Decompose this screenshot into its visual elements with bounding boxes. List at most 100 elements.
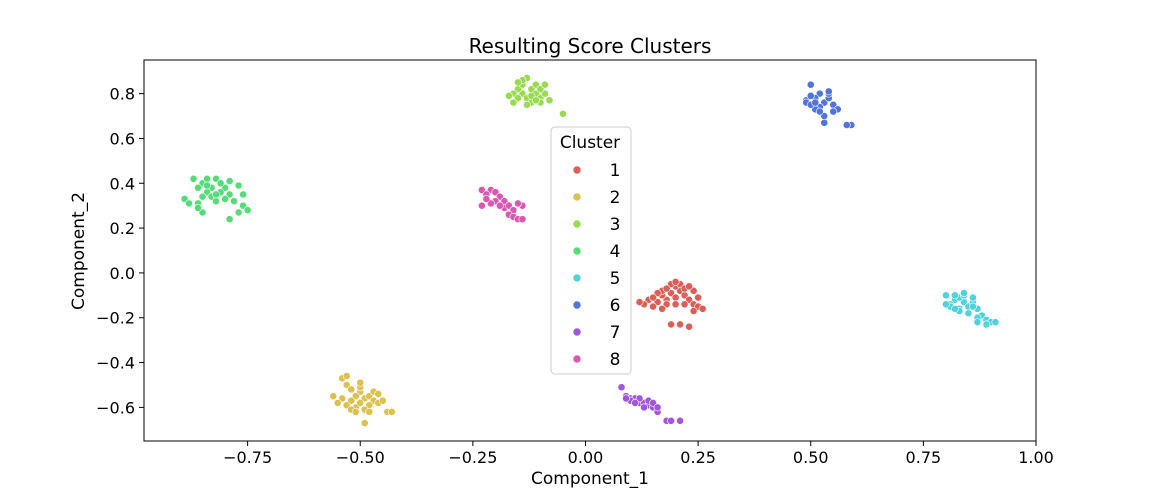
cluster-7-point <box>676 416 685 425</box>
points-layer <box>180 74 1000 427</box>
cluster-3-point <box>532 96 540 105</box>
x-tick-label: 0.00 <box>568 448 604 467</box>
cluster-8-point <box>518 215 527 224</box>
y-tick-label: −0.6 <box>96 398 135 417</box>
cluster-5-point <box>941 300 950 309</box>
cluster-7-point <box>622 394 630 403</box>
cluster-4-point <box>234 181 243 190</box>
cluster-2-point <box>351 407 360 416</box>
cluster-5-point <box>969 302 977 311</box>
cluster-4-point <box>198 192 207 201</box>
cluster-5-point <box>964 309 973 318</box>
x-tick-label: 0.25 <box>680 448 716 467</box>
cluster-2-point <box>347 396 356 405</box>
cluster-5-point <box>941 291 950 300</box>
legend-label-1: 1 <box>610 161 621 181</box>
cluster-1-point <box>658 304 666 313</box>
y-axis-ticks: −0.6 −0.4 −0.2 0.0 0.2 0.4 0.6 0.8 <box>96 85 144 417</box>
cluster-1-point <box>649 302 657 311</box>
y-tick-label: 0.2 <box>110 219 135 238</box>
cluster-4-point <box>216 179 225 188</box>
cluster-7-point <box>617 383 626 392</box>
cluster-1-point <box>635 298 644 306</box>
cluster-2-point <box>356 398 365 407</box>
x-axis-label: Component_1 <box>531 469 649 489</box>
cluster-7-point <box>640 403 648 412</box>
cluster-4-point <box>212 190 220 199</box>
cluster-1-point <box>671 300 680 309</box>
legend-marker-7 <box>572 327 582 337</box>
y-tick-label: 0.6 <box>110 129 135 148</box>
chart-title: Resulting Score Clusters <box>469 34 712 58</box>
cluster-1-point <box>671 293 680 302</box>
cluster-2-point <box>378 396 387 405</box>
cluster-3-point <box>523 100 531 109</box>
cluster-2-point <box>365 407 374 416</box>
cluster-2-point <box>374 390 383 398</box>
cluster-1-point <box>698 304 707 313</box>
cluster-1-point <box>671 277 680 286</box>
cluster-2-point <box>347 385 356 394</box>
legend-label-8: 8 <box>610 350 621 370</box>
legend-marker-4 <box>572 246 582 256</box>
cluster-4-point <box>243 206 252 215</box>
legend-title: Cluster <box>560 133 620 153</box>
cluster-4-point <box>194 183 202 192</box>
cluster-1-point <box>662 284 671 293</box>
cluster-2-point <box>360 419 369 427</box>
legend-box <box>550 126 632 375</box>
y-tick-label: −0.2 <box>96 309 135 328</box>
cluster-6-point <box>815 107 824 116</box>
cluster-4-point <box>225 177 234 185</box>
cluster-7-point <box>667 416 675 425</box>
y-tick-label: 0.0 <box>110 264 135 283</box>
cluster-4-point <box>225 215 234 224</box>
legend-label-5: 5 <box>610 269 621 289</box>
cluster-2-point <box>333 398 342 407</box>
legend-marker-3 <box>572 219 582 229</box>
cluster-6-point <box>811 98 820 107</box>
y-tick-label: 0.8 <box>110 85 135 104</box>
cluster-4-point <box>203 174 211 183</box>
cluster-5-point <box>973 318 982 327</box>
legend-label-4: 4 <box>610 242 621 262</box>
cluster-4-point <box>189 174 198 183</box>
legend-items: 1 2 3 4 5 6 7 8 <box>572 161 621 370</box>
cluster-8-point <box>477 201 486 210</box>
legend-marker-1 <box>572 165 582 175</box>
cluster-4-point <box>234 208 243 217</box>
cluster-3-point <box>541 80 549 89</box>
x-tick-label: 0.75 <box>906 448 942 467</box>
legend-marker-6 <box>572 300 582 310</box>
cluster-3-point <box>559 109 567 118</box>
cluster-2-point <box>387 407 396 416</box>
cluster-7-point <box>653 403 662 412</box>
cluster-2-point <box>356 378 365 387</box>
cluster-4-point <box>212 197 220 206</box>
cluster-4-point <box>239 190 248 199</box>
cluster-1-point <box>689 307 698 315</box>
legend-marker-8 <box>572 354 582 364</box>
cluster-6-point <box>824 87 833 96</box>
cluster-1-point <box>649 293 657 302</box>
cluster-5-point <box>951 291 959 300</box>
legend-label-2: 2 <box>610 188 621 208</box>
cluster-4-point <box>203 181 211 190</box>
cluster-5-point <box>982 320 991 329</box>
cluster-6-point <box>820 118 829 127</box>
cluster-5-point <box>951 304 959 313</box>
cluster-2-point <box>342 372 351 380</box>
x-tick-label: −0.25 <box>448 448 497 467</box>
legend-label-7: 7 <box>610 323 621 343</box>
cluster-5-point <box>960 289 968 297</box>
x-tick-label: −0.75 <box>223 448 272 467</box>
x-tick-label: −0.50 <box>336 448 385 467</box>
cluster-4-point <box>230 197 239 206</box>
cluster-1-point <box>676 320 685 329</box>
x-axis-ticks: −0.75 −0.50 −0.25 0.00 0.25 0.50 0.75 1.00 <box>223 441 1054 467</box>
x-tick-label: 1.00 <box>1018 448 1054 467</box>
y-tick-label: 0.4 <box>110 174 135 193</box>
legend-label-3: 3 <box>610 215 621 235</box>
cluster-5-point <box>969 293 977 302</box>
